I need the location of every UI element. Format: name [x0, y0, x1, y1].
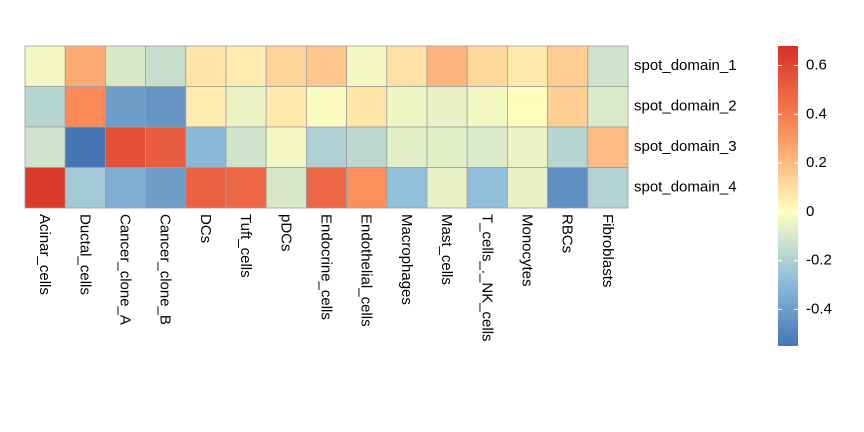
heatmap-cell-spot_domain_3-Acinar_cells	[24, 126, 66, 168]
heatmap-cell-spot_domain_1-Tuft_cells	[225, 45, 267, 87]
column-label: Monocytes	[519, 214, 536, 287]
column-label: Mast_cells	[438, 214, 455, 285]
heatmap-cell-spot_domain_2-pDCs	[265, 86, 307, 128]
heatmap-cell-spot_domain_4-Cancer_clone_A	[105, 167, 147, 209]
heatmap-cell-spot_domain_3-Macrophages	[386, 126, 428, 168]
heatmap-cell-spot_domain_3-Monocytes	[506, 126, 548, 168]
heatmap-cell-spot_domain_1-Monocytes	[506, 45, 548, 87]
column-label: DCs	[197, 214, 214, 243]
column-label: Cancer_clone_A	[117, 214, 134, 325]
heatmap-cell-spot_domain_1-RBCs	[547, 45, 589, 87]
heatmap-cell-spot_domain_4-T_cells_._NK_cells	[466, 167, 508, 209]
column-label: Cancer_clone_B	[157, 214, 174, 325]
heatmap-cell-spot_domain_1-DCs	[185, 45, 227, 87]
heatmap-cell-spot_domain_3-Endothelial_cells	[346, 126, 388, 168]
heatmap-cell-spot_domain_2-T_cells_._NK_cells	[466, 86, 508, 128]
heatmap-cell-spot_domain_2-Macrophages	[386, 86, 428, 128]
column-label: Ductal_cells	[76, 214, 93, 295]
heatmap-cells	[24, 45, 629, 209]
row-label: spot_domain_3	[634, 138, 737, 155]
heatmap-cell-spot_domain_3-RBCs	[547, 126, 589, 168]
heatmap-cell-spot_domain_2-Acinar_cells	[24, 86, 66, 128]
heatmap-cell-spot_domain_4-Acinar_cells	[24, 167, 66, 209]
heatmap-cell-spot_domain_2-Tuft_cells	[225, 86, 267, 128]
heatmap-cell-spot_domain_4-DCs	[185, 167, 227, 209]
column-labels: Acinar_cells Ductal_cells Cancer_clone_A Ca…	[36, 214, 616, 342]
heatmap-cell-spot_domain_1-Ductal_cells	[64, 45, 106, 87]
column-label: Endocrine_cells	[318, 214, 335, 320]
heatmap-cell-spot_domain_1-Macrophages	[386, 45, 428, 87]
colorbar-tick-label: 0.2	[806, 154, 827, 171]
heatmap-cell-spot_domain_2-Cancer_clone_A	[105, 86, 147, 128]
row-labels: spot_domain_1 spot_domain_2 spot_domain_3s…	[634, 57, 737, 196]
heatmap-cell-spot_domain_2-Cancer_clone_B	[145, 86, 187, 128]
colorbar-tick-label: 0.6	[806, 56, 827, 73]
heatmap-cell-spot_domain_3-Endocrine_cells	[305, 126, 347, 168]
heatmap-cell-spot_domain_1-Cancer_clone_A	[105, 45, 147, 87]
heatmap-cell-spot_domain_1-pDCs	[265, 45, 307, 87]
colorbar-tick-label: 0.4	[806, 105, 827, 122]
heatmap-cell-spot_domain_2-DCs	[185, 86, 227, 128]
heatmap-cell-spot_domain_3-Cancer_clone_B	[145, 126, 187, 168]
heatmap-cell-spot_domain_2-Mast_cells	[426, 86, 468, 128]
heatmap-cell-spot_domain_1-Fibroblasts	[587, 45, 629, 87]
colorbar-tick-label: -0.2	[806, 252, 832, 269]
heatmap-cell-spot_domain_3-Fibroblasts	[587, 126, 629, 168]
heatmap-cell-spot_domain_3-Cancer_clone_A	[105, 126, 147, 168]
heatmap-cell-spot_domain_4-Fibroblasts	[587, 167, 629, 209]
heatmap-cell-spot_domain_3-Tuft_cells	[225, 126, 267, 168]
row-label: spot_domain_2	[634, 98, 737, 115]
heatmap-cell-spot_domain_4-Ductal_cells	[64, 167, 106, 209]
heatmap-cell-spot_domain_2-Endocrine_cells	[305, 86, 347, 128]
colorbar-tick-label: -0.4	[806, 300, 832, 317]
colorbar-gradient-bar	[778, 46, 798, 346]
column-label: Macrophages	[398, 214, 415, 305]
heatmap-cell-spot_domain_4-Tuft_cells	[225, 167, 267, 209]
heatmap-cell-spot_domain_3-pDCs	[265, 126, 307, 168]
heatmap-cell-spot_domain_3-Mast_cells	[426, 126, 468, 168]
heatmap-cell-spot_domain_1-Endothelial_cells	[346, 45, 388, 87]
heatmap-cell-spot_domain_2-Ductal_cells	[64, 86, 106, 128]
colorbar-ticks: 0.6 0.4 0.2 0 -0.2 -0.4	[778, 56, 832, 317]
heatmap-cell-spot_domain_4-RBCs	[547, 167, 589, 209]
column-label: Fibroblasts	[599, 214, 616, 287]
heatmap-cell-spot_domain_3-T_cells_._NK_cells	[466, 126, 508, 168]
heatmap-cell-spot_domain_1-Cancer_clone_B	[145, 45, 187, 87]
heatmap-cell-spot_domain_4-Macrophages	[386, 167, 428, 209]
heatmap-cell-spot_domain_4-Mast_cells	[426, 167, 468, 209]
heatmap-cell-spot_domain_3-Ductal_cells	[64, 126, 106, 168]
colorbar-tick-label: 0	[806, 203, 814, 220]
row-label: spot_domain_4	[634, 179, 737, 196]
heatmap-cell-spot_domain_2-Fibroblasts	[587, 86, 629, 128]
column-label: Tuft_cells	[237, 214, 254, 278]
column-label: T_cells_._NK_cells	[478, 214, 495, 342]
heatmap-cell-spot_domain_4-pDCs	[265, 167, 307, 209]
heatmap-cell-spot_domain_3-DCs	[185, 126, 227, 168]
heatmap-cell-spot_domain_1-T_cells_._NK_cells	[466, 45, 508, 87]
heatmap-cell-spot_domain_2-Monocytes	[506, 86, 548, 128]
heatmap-cell-spot_domain_4-Monocytes	[506, 167, 548, 209]
column-label: Endothelial_cells	[358, 214, 375, 327]
heatmap-cell-spot_domain_2-Endothelial_cells	[346, 86, 388, 128]
column-label: pDCs	[277, 214, 294, 252]
column-label: Acinar_cells	[36, 214, 53, 295]
heatmap-cell-spot_domain_1-Endocrine_cells	[305, 45, 347, 87]
heatmap-cell-spot_domain_4-Endothelial_cells	[346, 167, 388, 209]
heatmap-cell-spot_domain_4-Cancer_clone_B	[145, 167, 187, 209]
heatmap-cell-spot_domain_1-Mast_cells	[426, 45, 468, 87]
colorbar-legend: 0.6 0.4 0.2 0 -0.2 -0.4	[778, 46, 832, 346]
row-label: spot_domain_1	[634, 57, 737, 74]
heatmap-cell-spot_domain_1-Acinar_cells	[24, 45, 66, 87]
column-label: RBCs	[559, 214, 576, 253]
heatmap-cell-spot_domain_2-RBCs	[547, 86, 589, 128]
heatmap-cell-spot_domain_4-Endocrine_cells	[305, 167, 347, 209]
